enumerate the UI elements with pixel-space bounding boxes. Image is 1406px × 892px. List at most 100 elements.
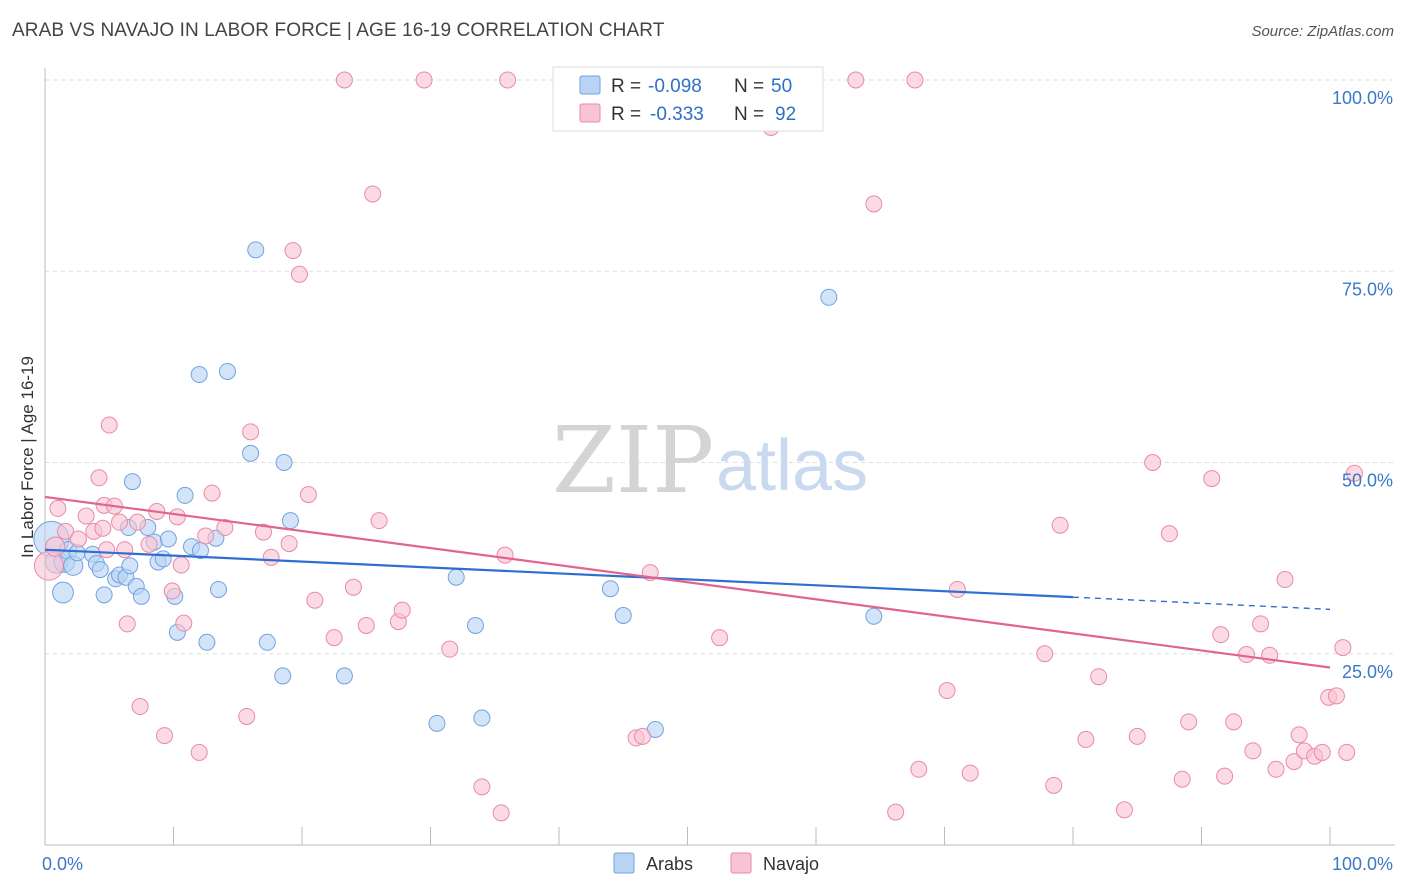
point-arabs — [281, 512, 299, 530]
point-navajo — [262, 548, 280, 566]
point-arabs — [466, 616, 484, 634]
series-arabs-points — [33, 241, 883, 738]
y-tick-labels: 25.0% 50.0% 75.0% 100.0% — [1332, 88, 1393, 682]
legend-n-label-arabs: N = — [734, 76, 764, 97]
point-navajo — [1345, 464, 1363, 482]
point-navajo — [370, 512, 388, 530]
legend-n-value-arabs: 50 — [771, 76, 792, 97]
point-navajo — [1237, 646, 1255, 664]
point-arabs — [121, 557, 139, 575]
point-arabs — [154, 550, 172, 568]
trendline-arabs-extension — [1072, 596, 1331, 611]
point-navajo — [496, 546, 514, 564]
trendline-arabs — [44, 548, 1074, 599]
series-legend-label-navajo: Navajo — [763, 854, 819, 874]
point-navajo — [1115, 801, 1133, 819]
point-navajo — [190, 743, 208, 761]
point-navajo — [131, 698, 149, 716]
point-navajo — [118, 615, 136, 633]
legend-swatch-navajo — [579, 103, 601, 123]
point-navajo — [140, 535, 158, 553]
point-arabs — [198, 633, 216, 651]
point-navajo — [1180, 713, 1198, 731]
point-navajo — [1285, 753, 1303, 771]
point-arabs — [865, 607, 883, 625]
legend-n-value-navajo: 92 — [775, 104, 796, 125]
point-arabs — [447, 568, 465, 586]
point-navajo — [1045, 776, 1063, 794]
legend-r-value-arabs: -0.098 — [648, 76, 702, 97]
point-navajo — [357, 616, 375, 634]
point-navajo — [344, 578, 362, 596]
watermark: ZIP atlas — [552, 407, 868, 514]
point-navajo — [441, 640, 459, 658]
point-navajo — [77, 507, 95, 525]
point-arabs — [52, 581, 74, 604]
point-arabs — [176, 486, 194, 504]
point-navajo — [203, 484, 221, 502]
point-navajo — [254, 523, 272, 541]
point-arabs — [209, 580, 227, 598]
point-arabs — [242, 444, 260, 462]
y-tick-label: 75.0% — [1342, 279, 1393, 299]
series-legend: Arabs Navajo — [613, 852, 819, 874]
point-arabs — [132, 587, 150, 605]
point-navajo — [1267, 760, 1285, 778]
point-navajo — [1160, 525, 1178, 543]
point-navajo — [280, 535, 298, 553]
legend-r-label-arabs: R = — [611, 76, 641, 97]
point-navajo — [242, 423, 260, 441]
point-navajo — [1225, 713, 1243, 731]
point-navajo — [1313, 743, 1331, 761]
point-arabs — [159, 530, 177, 548]
watermark-atlas: atlas — [716, 426, 868, 506]
point-navajo — [168, 508, 186, 526]
axes — [44, 68, 1395, 846]
point-navajo — [49, 499, 67, 517]
legend-r-value-navajo: -0.333 — [650, 104, 704, 125]
point-navajo — [238, 707, 256, 725]
point-arabs — [428, 714, 446, 732]
point-navajo — [1090, 668, 1108, 686]
point-navajo — [906, 71, 924, 89]
y-axis-title: In Labor Force | Age 16-19 — [18, 356, 37, 558]
legend-r-label-navajo: R = — [611, 104, 641, 125]
source-credit: Source: ZipAtlas.com — [1251, 23, 1394, 40]
point-navajo — [1334, 639, 1352, 657]
legend-swatch-arabs — [579, 75, 601, 95]
point-navajo — [1290, 726, 1308, 744]
point-arabs — [247, 241, 265, 259]
point-navajo — [865, 195, 883, 213]
point-navajo — [948, 580, 966, 598]
series-legend-label-arabs: Arabs — [646, 854, 693, 874]
point-navajo — [473, 778, 491, 796]
point-navajo — [1173, 770, 1191, 788]
trend-lines — [44, 495, 1331, 669]
gridlines — [45, 79, 1395, 655]
point-navajo — [216, 519, 234, 537]
point-arabs — [335, 667, 353, 685]
point-arabs — [274, 667, 292, 685]
point-navajo — [499, 71, 517, 89]
point-arabs — [258, 633, 276, 651]
point-navajo — [1327, 687, 1345, 705]
point-navajo — [847, 71, 865, 89]
point-navajo — [129, 513, 147, 531]
point-navajo — [910, 760, 928, 778]
point-arabs — [123, 473, 141, 491]
point-navajo — [393, 601, 411, 619]
point-navajo — [335, 71, 353, 89]
point-navajo — [1036, 645, 1054, 663]
point-navajo — [111, 513, 129, 531]
y-tick-label: 25.0% — [1342, 662, 1393, 682]
point-navajo — [90, 469, 108, 487]
point-arabs — [218, 362, 236, 380]
point-navajo — [325, 629, 343, 647]
series-legend-swatch-arabs — [613, 852, 635, 874]
point-arabs — [473, 709, 491, 727]
point-arabs — [614, 607, 632, 624]
point-navajo — [711, 629, 729, 647]
point-navajo — [492, 804, 510, 822]
point-arabs — [275, 454, 293, 471]
